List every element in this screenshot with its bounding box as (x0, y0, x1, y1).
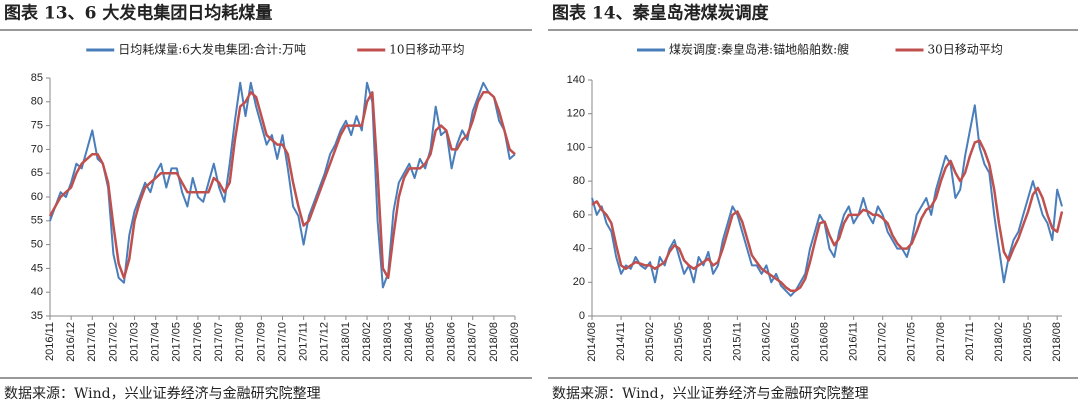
x-tick-label: 2017/05 (906, 322, 918, 362)
x-tick-label: 2015/08 (702, 322, 714, 362)
x-tick-label: 2018/07 (467, 322, 479, 362)
y-tick-label: 80 (31, 96, 43, 108)
x-tick-label: 2015/05 (673, 322, 685, 362)
x-tick-label: 2015/11 (731, 322, 743, 361)
x-tick-label: 2017/10 (276, 322, 288, 362)
y-tick-label: 140 (567, 74, 585, 86)
source-note: 数据来源：Wind，兴业证券经济与金融研究院整理 (552, 386, 869, 402)
x-tick-label: 2017/03 (128, 322, 140, 362)
y-tick-label: 75 (31, 120, 43, 132)
legend-label: 煤炭调度:秦皇岛港:锚地船舶数:艘 (669, 42, 849, 57)
y-tick-label: 45 (31, 262, 43, 274)
x-tick-label: 2018/04 (403, 322, 415, 362)
x-tick-label: 2016/08 (818, 322, 830, 362)
x-tick-label: 2017/04 (150, 322, 162, 362)
x-tick-label: 2017/05 (171, 322, 183, 362)
x-tick-label: 2017/11 (964, 322, 976, 361)
x-tick-label: 2017/11 (298, 322, 310, 361)
y-tick-label: 60 (31, 191, 43, 203)
x-tick-label: 2018/05 (1022, 322, 1034, 362)
series-line (591, 104, 1063, 297)
series-line (591, 139, 1064, 292)
x-tick-label: 2017/08 (935, 322, 947, 362)
y-tick-label: 35 (31, 310, 43, 322)
x-tick-label: 2014/08 (586, 322, 598, 362)
x-tick-label: 2018/03 (382, 322, 394, 362)
x-tick-label: 2018/08 (1051, 322, 1063, 362)
source-note: 数据来源：Wind，兴业证券经济与金融研究院整理 (4, 386, 321, 402)
x-tick-label: 2016/11 (848, 322, 860, 361)
y-tick-label: 85 (31, 72, 43, 84)
x-tick-label: 2016/02 (760, 322, 772, 362)
x-tick-label: 2018/02 (993, 322, 1005, 362)
y-tick-label: 50 (31, 239, 43, 251)
x-tick-label: 2018/09 (509, 322, 521, 362)
x-tick-label: 2016/12 (65, 322, 77, 362)
x-tick-label: 2018/01 (340, 322, 352, 362)
x-tick-label: 2018/05 (424, 322, 436, 362)
y-tick-label: 65 (31, 167, 43, 179)
x-tick-label: 2017/02 (107, 322, 119, 362)
x-tick-label: 2017/12 (319, 322, 331, 362)
y-tick-label: 120 (567, 108, 585, 120)
x-tick-label: 2017/09 (255, 322, 267, 362)
y-tick-label: 20 (573, 276, 585, 288)
x-tick-label: 2018/06 (445, 322, 457, 362)
y-tick-label: 60 (573, 209, 585, 221)
chart-title: 图表 14、秦皇岛港煤炭调度 (552, 3, 770, 24)
y-tick-label: 40 (31, 286, 43, 298)
x-tick-label: 2017/02 (877, 322, 889, 362)
y-tick-label: 40 (573, 242, 585, 254)
x-tick-label: 2018/02 (361, 322, 373, 362)
x-tick-label: 2017/08 (234, 322, 246, 362)
x-tick-label: 2016/05 (789, 322, 801, 362)
y-tick-label: 0 (579, 310, 585, 322)
y-tick-label: 100 (567, 141, 585, 153)
x-tick-label: 2014/11 (615, 322, 627, 361)
x-tick-label: 2018/08 (488, 322, 500, 362)
series-line (48, 91, 516, 280)
x-tick-label: 2017/01 (86, 322, 98, 362)
legend-label: 10日移动平均 (389, 43, 464, 57)
y-tick-label: 55 (31, 215, 43, 227)
x-tick-label: 2015/02 (644, 322, 656, 362)
x-tick-label: 2016/11 (44, 322, 56, 361)
x-tick-label: 2017/06 (192, 322, 204, 362)
legend-label: 30日移动平均 (928, 43, 1003, 57)
legend-label: 日均耗煤量:6大发电集团:合计:万吨 (118, 42, 306, 57)
y-tick-label: 70 (31, 143, 43, 155)
series-line (49, 81, 516, 289)
chart-title: 图表 13、6 大发电集团日均耗煤量 (4, 3, 272, 24)
y-tick-label: 80 (573, 175, 585, 187)
x-tick-label: 2017/07 (213, 322, 225, 362)
